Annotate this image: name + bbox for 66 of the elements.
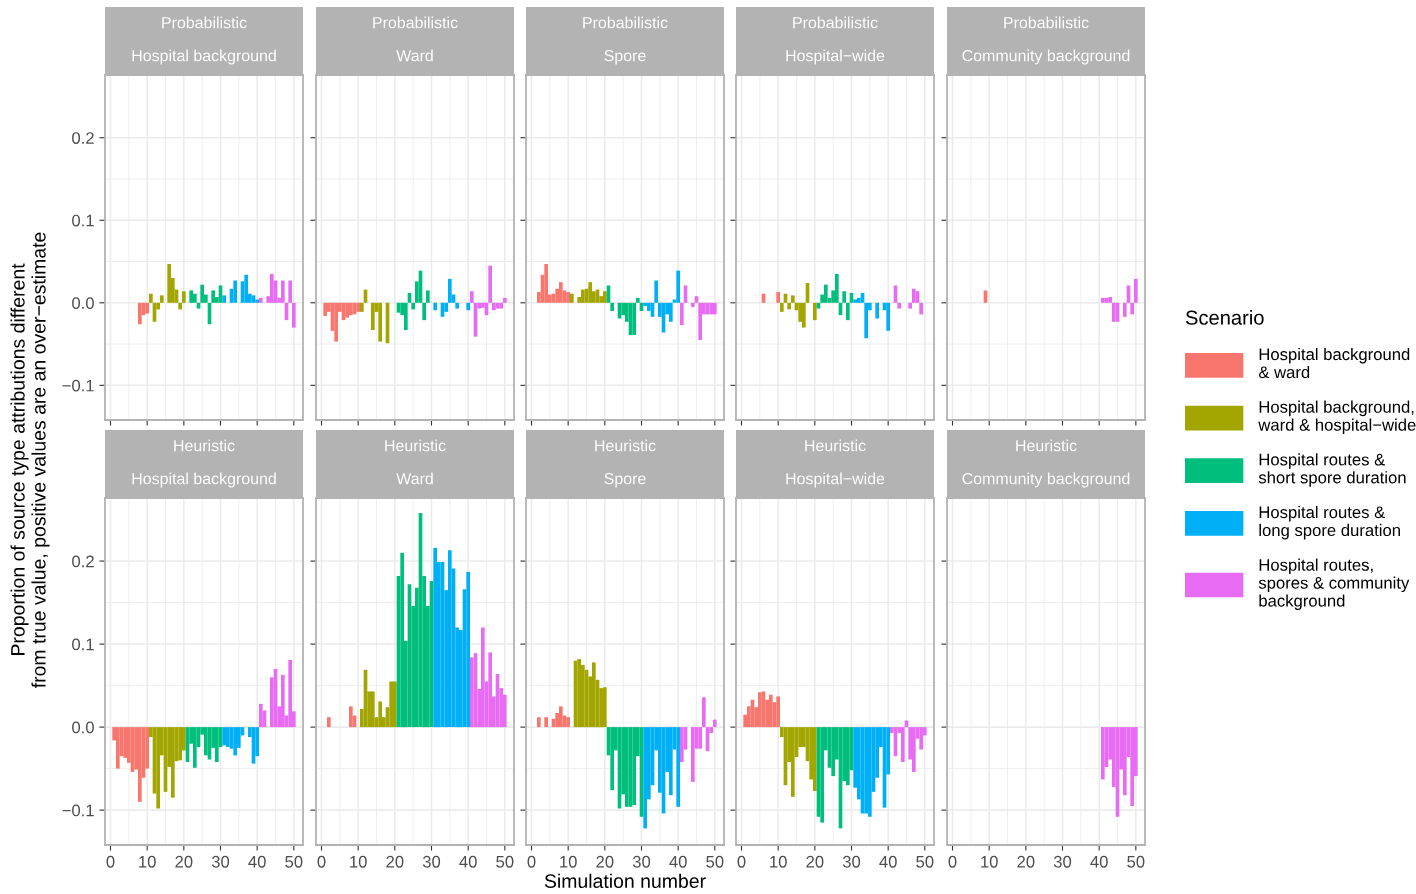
chart-subtitle: Community background <box>962 472 1130 488</box>
x-tick-label: 0 <box>737 855 746 868</box>
x-tick-label: 50 <box>706 855 724 868</box>
x-tick-label: 20 <box>596 855 614 868</box>
y-tick-label: 0.2 <box>72 132 94 144</box>
x-tick-label: 50 <box>285 855 303 868</box>
x-tick-label: 20 <box>386 855 404 868</box>
x-tick-label: 40 <box>459 855 477 868</box>
chart-title: Probabilistic <box>1004 16 1089 29</box>
y-tick-label: 0.1 <box>72 214 94 227</box>
chart-title: Probabilistic <box>162 16 247 29</box>
chart-subtitle: Spore <box>604 472 646 488</box>
x-tick-label: 10 <box>139 855 156 868</box>
y-axis-title: Proportion of source type attributions different from true value, positive values are an over−estimate <box>10 232 50 689</box>
y-tick-label: 0.0 <box>72 297 94 309</box>
legend-title: Scenario <box>1185 310 1264 325</box>
legend-label: Hospital background & ward <box>1258 347 1410 379</box>
x-tick-label: 0 <box>106 855 115 868</box>
chart-title: Heuristic <box>1016 439 1077 452</box>
chart-title: Heuristic <box>174 439 235 452</box>
y-tick-label: −0.1 <box>62 379 94 392</box>
x-tick-label: 0 <box>527 855 536 868</box>
chart-title: Probabilistic <box>373 16 458 29</box>
chart-subtitle: Ward <box>396 472 433 485</box>
x-tick-label: 30 <box>632 855 651 868</box>
chart-subtitle: Community background <box>962 49 1130 65</box>
chart-subtitle: Ward <box>396 49 433 62</box>
chart-title: Heuristic <box>385 439 446 452</box>
legend-label: Hospital background, ward & hospital−wide <box>1258 400 1416 435</box>
x-tick-label: 20 <box>175 855 193 868</box>
x-tick-label: 20 <box>806 855 824 868</box>
x-tick-label: 30 <box>211 855 230 868</box>
chart-subtitle: Spore <box>604 49 646 65</box>
y-tick-label: 0.1 <box>72 638 94 651</box>
x-tick-label: 10 <box>981 855 998 868</box>
x-tick-label: 10 <box>770 855 787 868</box>
x-tick-label: 10 <box>560 855 577 868</box>
chart-title: Heuristic <box>805 439 866 452</box>
x-tick-label: 50 <box>1127 855 1145 868</box>
legend-label: Hospital routes & short spore duration <box>1258 453 1406 487</box>
x-axis-title: Simulation number <box>544 873 706 889</box>
chart-subtitle: Hospital−wide <box>786 472 885 488</box>
legend-label: Hospital routes & long spore duration <box>1259 505 1400 540</box>
chart-subtitle: Hospital−wide <box>786 49 885 65</box>
y-tick-label: −0.1 <box>62 804 94 817</box>
y-tick-label: 0.0 <box>72 721 94 734</box>
x-tick-label: 30 <box>842 855 861 868</box>
x-tick-label: 50 <box>496 855 514 868</box>
x-tick-label: 40 <box>879 855 897 868</box>
legend-label: Hospital routes, spores & community background <box>1258 558 1410 610</box>
x-tick-label: 50 <box>916 855 934 868</box>
x-tick-label: 30 <box>1053 855 1072 868</box>
x-tick-label: 30 <box>422 855 441 868</box>
x-tick-label: 10 <box>350 855 367 868</box>
x-tick-label: 40 <box>1090 855 1108 868</box>
y-tick-label: 0.2 <box>72 555 94 568</box>
chart-subtitle: Hospital background <box>132 49 276 65</box>
x-tick-label: 40 <box>248 855 266 868</box>
chart-title: Heuristic <box>595 439 656 452</box>
x-tick-label: 20 <box>1017 855 1035 868</box>
chart-title: Probabilistic <box>583 16 668 29</box>
chart-subtitle: Hospital background <box>132 472 276 488</box>
x-tick-label: 0 <box>948 855 957 868</box>
x-tick-label: 40 <box>669 855 687 868</box>
x-tick-label: 0 <box>317 855 326 868</box>
chart-title: Probabilistic <box>793 16 878 29</box>
